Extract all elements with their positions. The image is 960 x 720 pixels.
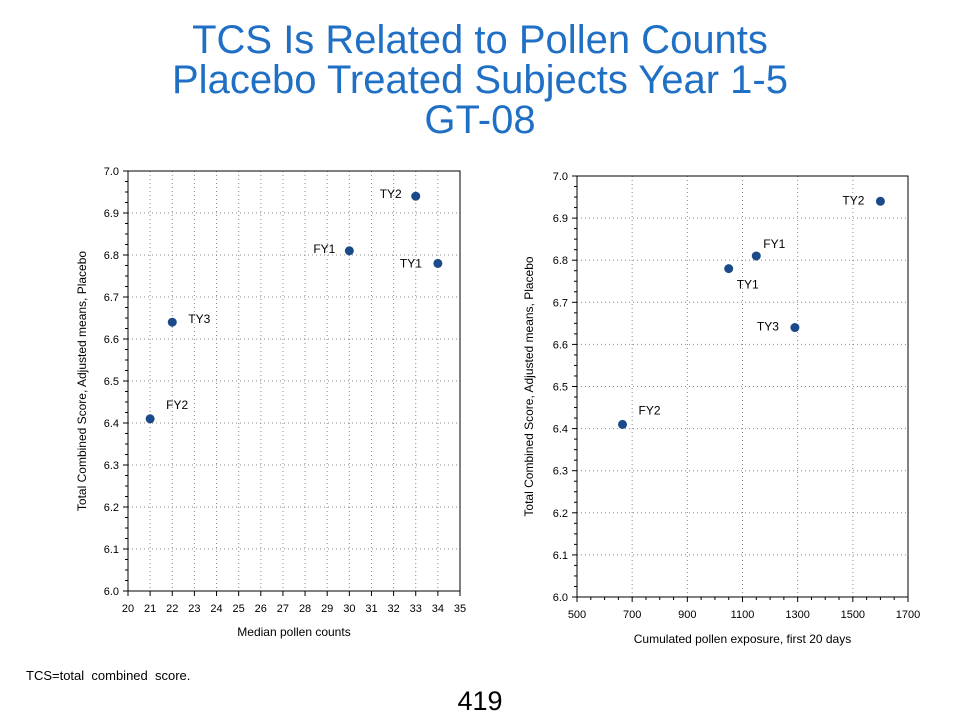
y-tick-label: 7.0 bbox=[104, 166, 119, 178]
data-point-ty1 bbox=[724, 264, 734, 274]
y-tick-label: 6.6 bbox=[553, 339, 568, 351]
y-tick-label: 6.3 bbox=[553, 466, 568, 478]
footnote: TCS=total combined score. bbox=[26, 668, 191, 683]
x-tick-label: 1700 bbox=[896, 609, 920, 621]
title-line-2: Placebo Treated Subjects Year 1-5 bbox=[172, 58, 788, 102]
x-tick-label: 35 bbox=[454, 603, 466, 615]
x-tick-label: 26 bbox=[255, 603, 267, 615]
y-tick-label: 6.6 bbox=[104, 334, 119, 346]
chart-1: 20 21 22 23 24 25 26 27 28 29 30 31 32 33 34 35 6.0 6.1 6.… bbox=[75, 166, 466, 639]
x-tick-label: 32 bbox=[387, 603, 399, 615]
data-label-ty3: TY3 bbox=[188, 312, 210, 326]
data-point-fy1 bbox=[751, 251, 761, 261]
data-label-ty2: TY2 bbox=[380, 187, 402, 201]
x-tick-label: 700 bbox=[623, 609, 641, 621]
x-axis-label: Cumulated pollen exposure, first 20 days bbox=[634, 632, 851, 646]
y-axis-label: Total Combined Score, Adjusted means, Pl… bbox=[522, 256, 536, 516]
x-tick-label: 21 bbox=[144, 603, 156, 615]
x-tick-label: 29 bbox=[321, 603, 333, 615]
data-label-ty3: TY3 bbox=[757, 320, 779, 334]
y-tick-label: 6.8 bbox=[104, 250, 119, 262]
x-tick-label: 33 bbox=[410, 603, 422, 615]
y-tick-label: 6.3 bbox=[104, 460, 119, 472]
y-tick-label: 6.4 bbox=[104, 418, 119, 430]
x-tick-label: 24 bbox=[210, 603, 222, 615]
data-label-fy1: FY1 bbox=[313, 242, 335, 256]
x-tick-label: 20 bbox=[122, 603, 134, 615]
data-point-fy1 bbox=[344, 246, 354, 256]
x-tick-label: 31 bbox=[365, 603, 377, 615]
x-tick-label: 25 bbox=[233, 603, 245, 615]
y-tick-label: 6.2 bbox=[104, 502, 119, 514]
y-tick-label: 7.0 bbox=[553, 171, 568, 183]
x-axis-label: Median pollen counts bbox=[237, 625, 350, 639]
y-tick-label: 6.8 bbox=[553, 255, 568, 267]
data-label-ty1: TY1 bbox=[737, 278, 759, 292]
x-tick-label: 1300 bbox=[785, 609, 809, 621]
plot-frame bbox=[127, 170, 461, 592]
x-tick-label: 23 bbox=[188, 603, 200, 615]
data-point-fy2 bbox=[145, 414, 155, 424]
x-tick-label: 1500 bbox=[841, 609, 865, 621]
data-label-fy2: FY2 bbox=[639, 403, 661, 417]
x-tick-label: 1100 bbox=[731, 609, 755, 621]
slide-title: TCS Is Related to Pollen Counts Placebo … bbox=[0, 20, 960, 140]
x-tick-label: 500 bbox=[568, 609, 586, 621]
data-label-fy1: FY1 bbox=[763, 237, 785, 251]
page-number: 419 bbox=[457, 686, 503, 716]
title-line-3: GT-08 bbox=[424, 98, 536, 142]
y-tick-label: 6.2 bbox=[553, 508, 568, 520]
y-tick-label: 6.5 bbox=[104, 376, 119, 388]
data-point-ty2 bbox=[875, 196, 885, 206]
y-tick-label: 6.5 bbox=[553, 382, 568, 394]
y-tick-label: 6.0 bbox=[104, 586, 119, 598]
data-label-ty1: TY1 bbox=[400, 256, 422, 270]
y-tick-label: 6.1 bbox=[104, 544, 119, 556]
y-tick-label: 6.9 bbox=[553, 213, 568, 225]
y-tick-label: 6.1 bbox=[553, 550, 568, 562]
x-tick-label: 34 bbox=[432, 603, 444, 615]
x-tick-label: 27 bbox=[277, 603, 289, 615]
data-point-fy2 bbox=[618, 419, 628, 429]
x-tick-label: 28 bbox=[299, 603, 311, 615]
y-axis-label: Total Combined Score, Adjusted means, Pl… bbox=[75, 251, 89, 511]
y-tick-label: 6.4 bbox=[553, 424, 568, 436]
chart-2: 500 700 900 1100 1300 1500 1700 6.0 6.1 6.2 6.3 6.4… bbox=[522, 171, 920, 646]
y-tick-label: 6.9 bbox=[104, 208, 119, 220]
data-point-ty1 bbox=[433, 258, 443, 268]
plot-frame bbox=[576, 175, 909, 598]
title-line-1: TCS Is Related to Pollen Counts bbox=[192, 18, 768, 62]
data-label-ty2: TY2 bbox=[842, 193, 864, 207]
data-point-ty3 bbox=[167, 317, 177, 327]
data-point-ty3 bbox=[790, 323, 800, 333]
data-label-fy2: FY2 bbox=[166, 398, 188, 412]
x-tick-label: 30 bbox=[343, 603, 355, 615]
y-tick-label: 6.0 bbox=[553, 592, 568, 604]
y-tick-label: 6.7 bbox=[553, 297, 568, 309]
x-tick-label: 900 bbox=[678, 609, 696, 621]
data-point-ty2 bbox=[411, 191, 421, 201]
y-tick-label: 6.7 bbox=[104, 292, 119, 304]
x-tick-label: 22 bbox=[166, 603, 178, 615]
